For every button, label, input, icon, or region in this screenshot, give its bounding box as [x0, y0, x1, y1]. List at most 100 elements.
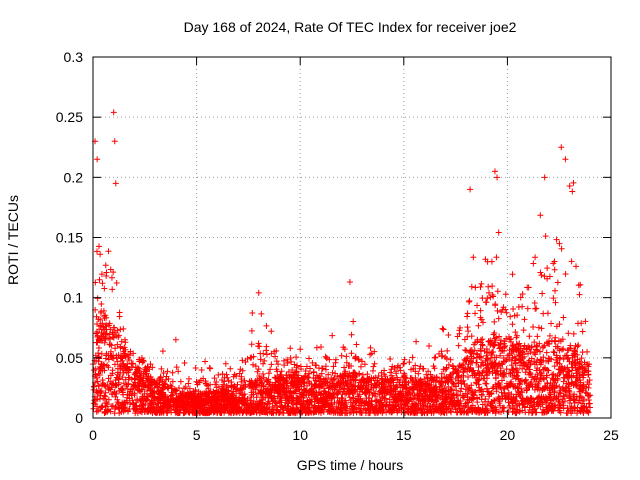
roti-point: [466, 367, 473, 374]
roti-point: [478, 280, 485, 287]
roti-point: [193, 409, 200, 416]
roti-point: [241, 396, 248, 403]
roti-point: [367, 351, 374, 358]
roti-point: [413, 338, 420, 345]
roti-point: [219, 370, 226, 377]
roti-point: [541, 376, 547, 383]
roti-point: [465, 361, 472, 368]
roti-point: [256, 372, 263, 379]
roti-point: [464, 333, 471, 340]
roti-point: [367, 344, 374, 351]
roti-point: [90, 405, 97, 412]
roti-point: [493, 254, 500, 261]
roti-point: [210, 396, 217, 403]
roti-point: [499, 347, 506, 354]
roti-point: [150, 394, 157, 401]
roti-point: [401, 384, 408, 391]
roti-point: [475, 370, 482, 377]
roti-point: [486, 349, 493, 356]
roti-point: [291, 361, 298, 368]
roti-point: [124, 381, 131, 388]
roti-point: [104, 406, 111, 413]
roti-point: [545, 367, 552, 374]
roti-point: [374, 377, 381, 384]
roti-point: [326, 356, 333, 363]
axis-ticks: 0 0.05 0.1 0.15 0.2 0.25 0.3 0 5 10 15 20 25: [56, 49, 619, 443]
roti-point: [543, 349, 550, 356]
roti-point: [384, 389, 391, 396]
roti-point: [445, 361, 452, 368]
roti-point: [194, 396, 201, 403]
roti-point: [519, 365, 526, 372]
roti-point: [542, 384, 549, 391]
roti-point: [134, 366, 141, 373]
roti-point: [578, 394, 585, 401]
roti-point: [127, 400, 134, 407]
roti-point: [348, 350, 355, 357]
roti-peak-point: [467, 186, 474, 193]
roti-point: [568, 258, 575, 265]
roti-point: [217, 401, 224, 408]
roti-point: [98, 360, 105, 367]
roti-point: [516, 352, 523, 359]
roti-point: [134, 386, 141, 393]
roti-point: [478, 359, 485, 366]
roti-point: [239, 367, 246, 374]
roti-point: [544, 310, 551, 317]
roti-point: [534, 365, 541, 372]
roti-point: [122, 353, 129, 360]
roti-point: [181, 360, 188, 367]
roti-point: [272, 353, 279, 360]
roti-point: [522, 369, 529, 376]
roti-point: [256, 343, 263, 350]
roti-point: [160, 370, 167, 377]
roti-point: [412, 362, 419, 369]
roti-point: [477, 362, 484, 369]
roti-point: [409, 386, 416, 393]
roti-point: [477, 284, 484, 291]
roti-point: [398, 394, 405, 401]
roti-point: [208, 409, 215, 416]
roti-point: [511, 312, 518, 319]
roti-point: [236, 396, 243, 403]
roti-point: [306, 380, 313, 387]
roti-point: [332, 356, 339, 363]
roti-point: [260, 370, 267, 377]
roti-point: [476, 354, 483, 361]
roti-point: [523, 363, 530, 370]
roti-point: [438, 348, 445, 355]
roti-point: [468, 394, 475, 401]
roti-point: [508, 378, 515, 385]
roti-point: [542, 393, 549, 400]
roti-point: [509, 271, 516, 278]
roti-point: [288, 374, 295, 381]
roti-point: [119, 374, 126, 381]
roti-point: [255, 406, 262, 413]
roti-point: [533, 305, 540, 312]
x-tick-label: 0: [89, 427, 97, 443]
roti-point: [470, 254, 477, 261]
roti-point: [343, 353, 350, 360]
roti-point: [145, 408, 152, 415]
roti-point: [471, 347, 478, 354]
roti-point: [550, 260, 557, 267]
roti-point: [276, 384, 283, 391]
roti-point: [149, 364, 156, 371]
roti-point: [579, 349, 586, 356]
roti-point: [442, 393, 449, 400]
roti-point: [389, 377, 396, 384]
roti-point: [237, 385, 244, 392]
roti-point: [519, 401, 526, 408]
roti-point: [514, 373, 521, 380]
roti-point: [157, 373, 164, 380]
roti-point: [455, 380, 462, 387]
roti-point: [555, 407, 562, 414]
roti-point: [569, 352, 576, 359]
roti-point: [586, 400, 593, 407]
roti-point: [417, 387, 424, 394]
roti-point: [585, 368, 592, 375]
roti-point: [462, 357, 469, 364]
roti-point: [341, 364, 348, 371]
roti-point: [504, 384, 511, 391]
roti-point: [363, 382, 370, 389]
